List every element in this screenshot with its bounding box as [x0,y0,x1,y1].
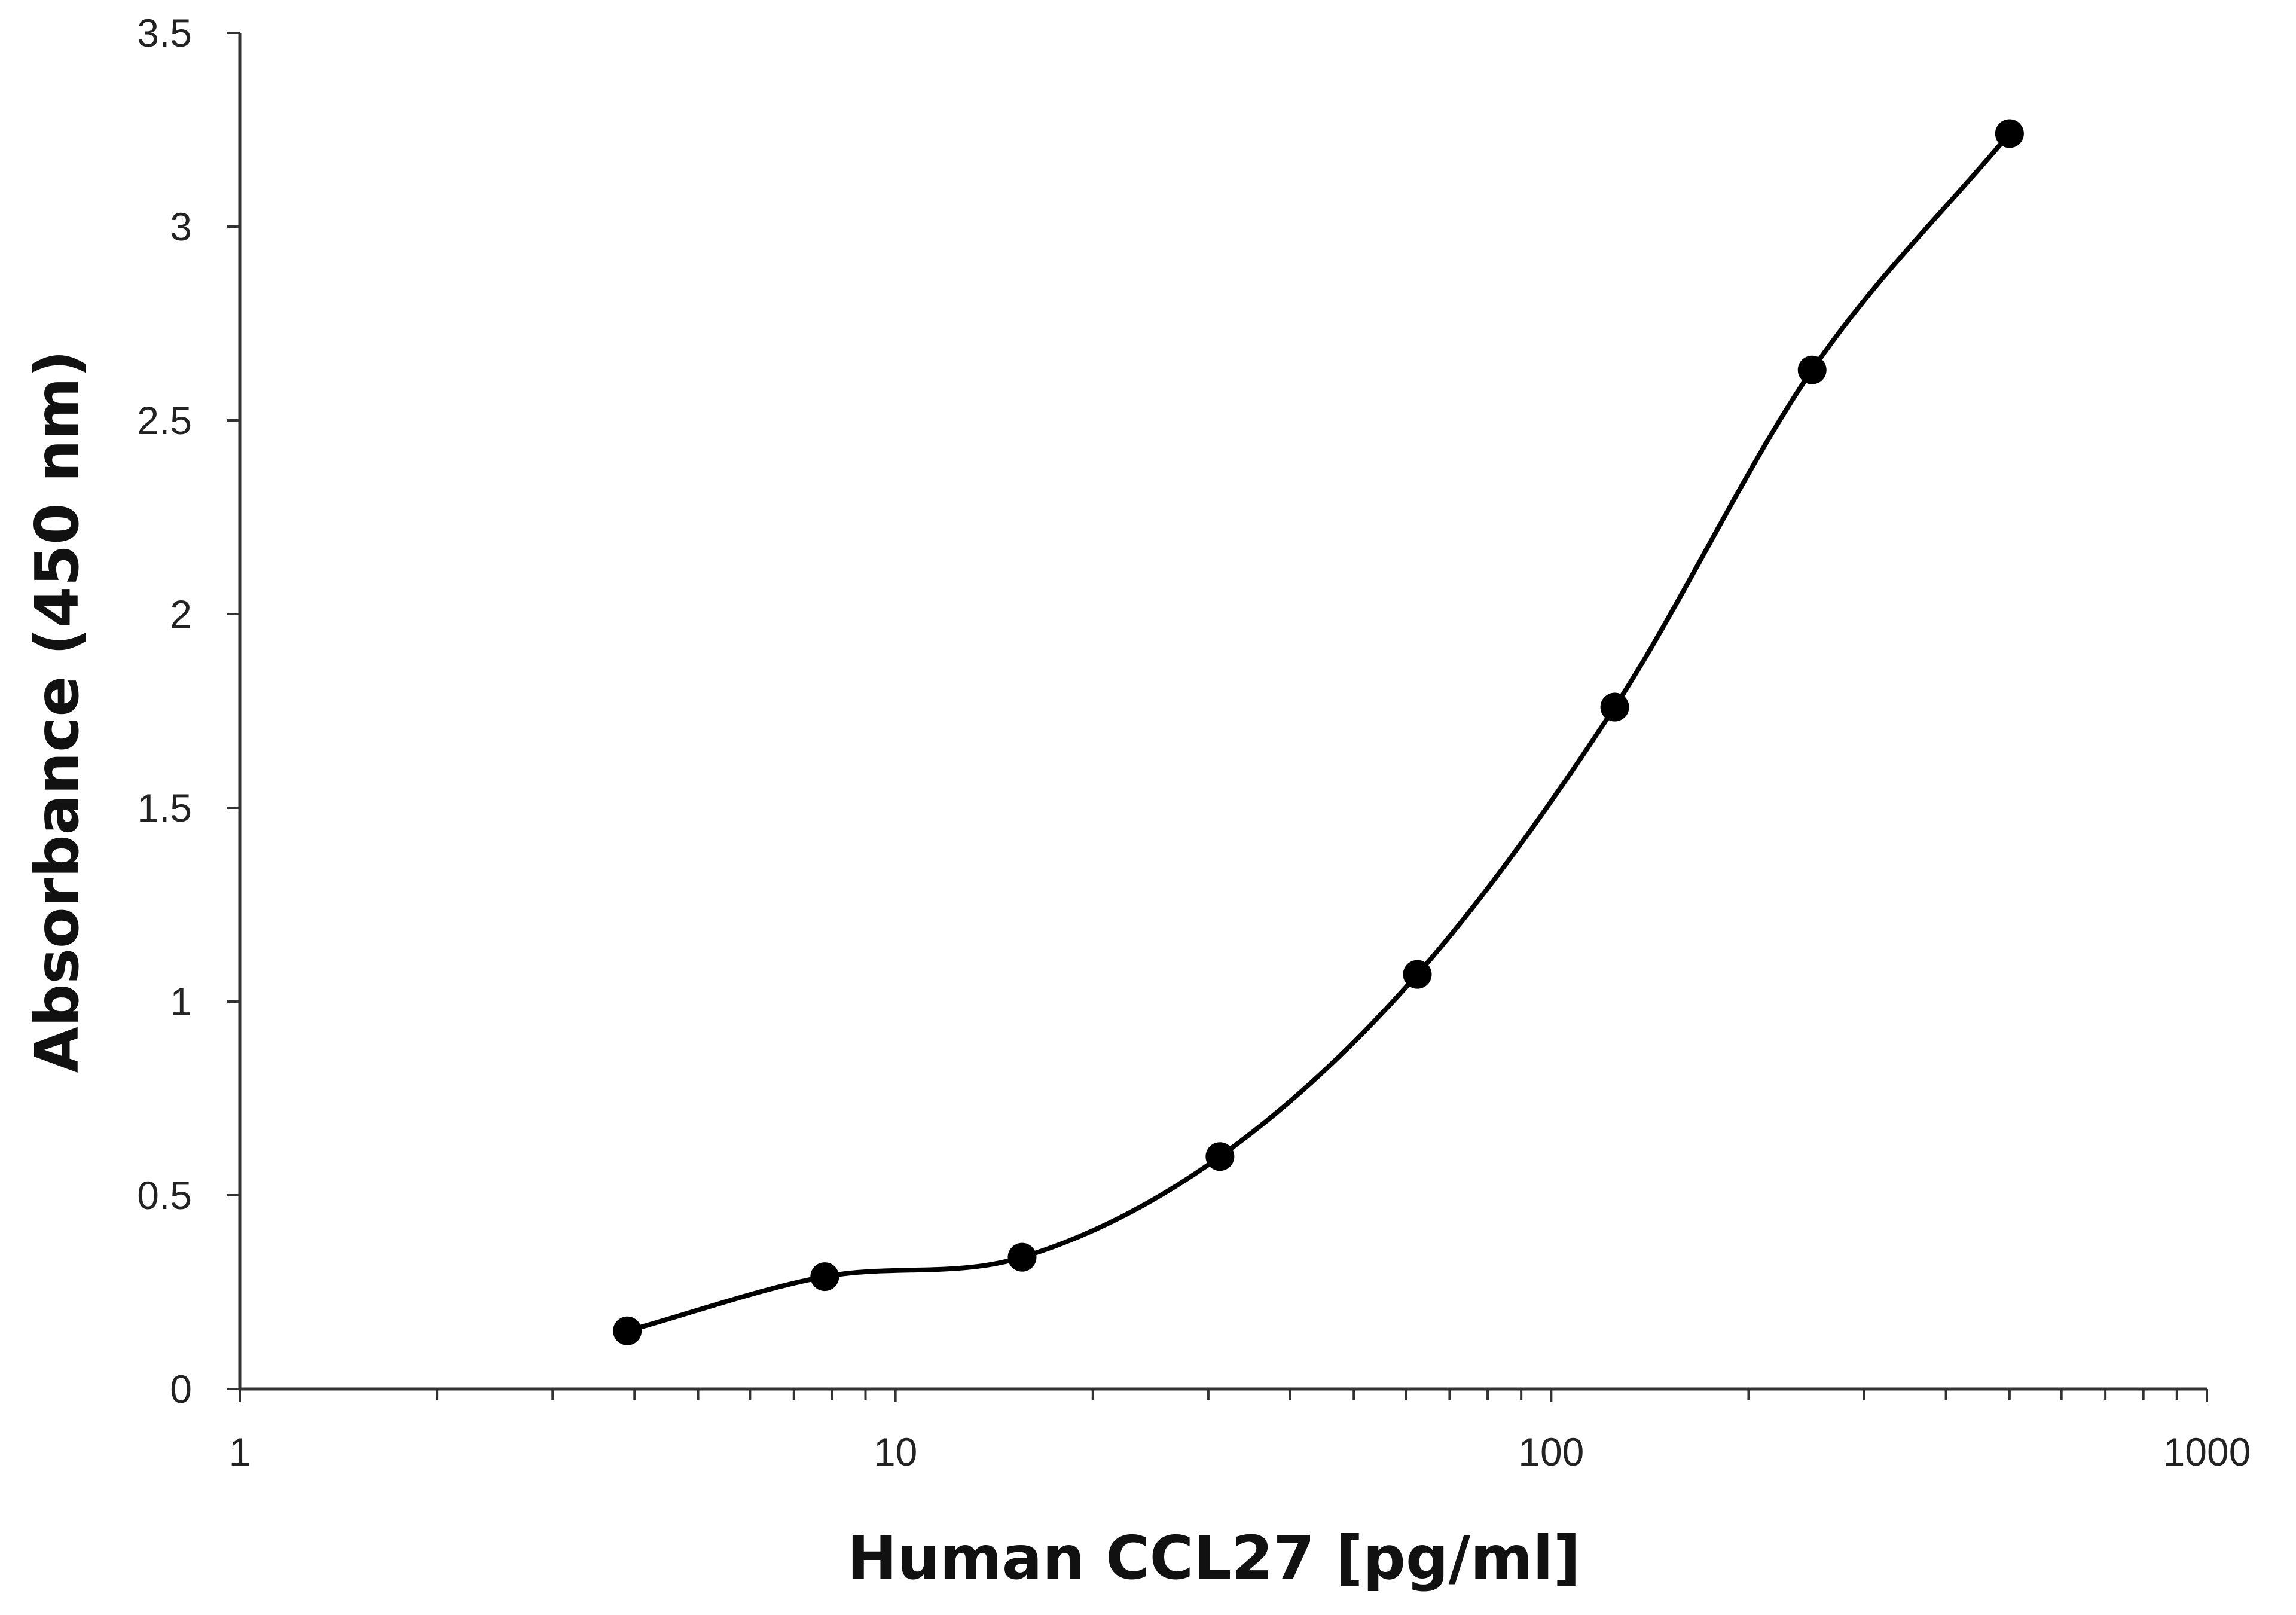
data-point [1600,692,1629,722]
data-point [1403,960,1432,989]
data-point [1797,355,1827,384]
series-line [627,132,2011,1333]
series-group [613,119,2024,1345]
y-tick-label: 2.5 [137,398,192,442]
x-axis-title: Human CCL27 [pg/ml] [847,1523,1581,1593]
y-tick-label: 0.5 [137,1173,192,1217]
y-tick-label: 2 [170,592,192,636]
data-point [1007,1242,1037,1272]
y-tick-label: 1 [170,979,192,1024]
y-axis: 0 0.5 1 1.5 2 2.5 3 3.5 [137,11,242,1411]
x-axis: 1 10 100 1000 [229,1387,2251,1474]
y-tick-label: 3.5 [137,11,192,55]
data-point [1995,119,2024,148]
y-tick-label: 1.5 [137,786,192,830]
y-tick-label: 0 [170,1367,192,1411]
y-axis-title: Absorbance (450 nm) [22,350,92,1073]
data-point [1205,1142,1235,1171]
y-tick-label: 3 [170,204,192,249]
data-point [613,1316,642,1345]
x-tick-label: 10 [874,1430,917,1474]
x-tick-label: 1 [229,1430,251,1474]
x-tick-label: 1000 [2163,1430,2251,1474]
x-tick-label: 100 [1518,1430,1584,1474]
data-point [810,1262,839,1292]
